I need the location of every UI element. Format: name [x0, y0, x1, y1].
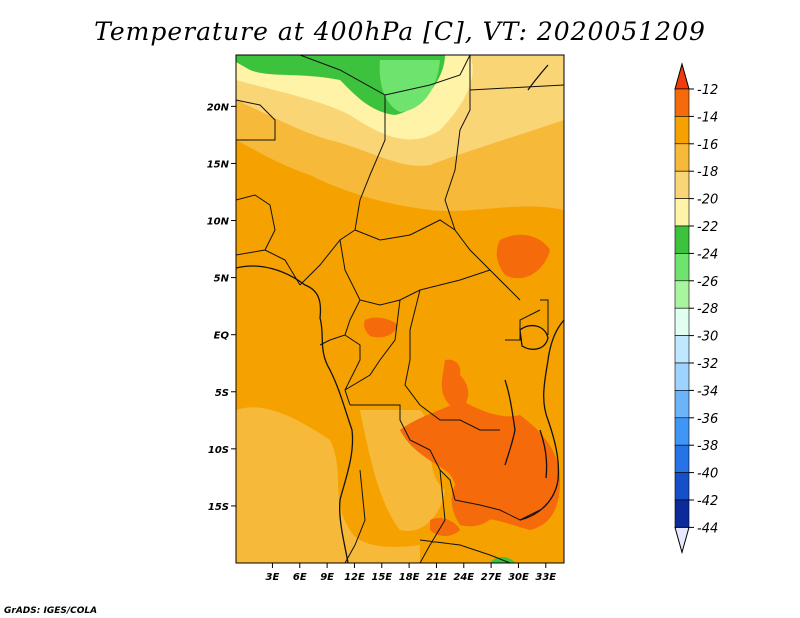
field-region-14-east	[496, 234, 550, 279]
lon-tick-label: 15E	[371, 572, 392, 583]
field-region-16	[236, 407, 420, 563]
colorbar-tick-label: -34	[697, 384, 718, 399]
lon-tick-label: 24E	[453, 572, 474, 583]
colorbar-tick-label: -26	[697, 275, 718, 290]
field-region-14-center	[364, 317, 398, 338]
colorbar-tick-label: -14	[697, 110, 718, 125]
coastline-west-africa	[236, 265, 354, 563]
longitude-axis: 3E 6E 9E 12E 15E 18E 21E 24E 27E 30E 33E	[266, 563, 556, 583]
lake-malawi	[539, 429, 548, 479]
colorbar-swatch	[674, 307, 690, 336]
lat-tick-label: 10N	[207, 217, 230, 228]
lon-tick-label: 27E	[481, 572, 502, 583]
colorbar-tick-label: -38	[697, 439, 718, 454]
lon-tick-label: 6E	[293, 572, 307, 583]
map-frame	[235, 54, 565, 564]
red-sea-coast	[527, 64, 549, 91]
colorbar-tick-label: -42	[697, 494, 718, 509]
field-region-14-south-b	[451, 483, 500, 527]
colorbar-swatch	[674, 362, 690, 391]
colorbar-tick-label: -20	[697, 193, 718, 208]
colorbar-swatch	[674, 417, 690, 446]
colorbar-swatch	[674, 390, 690, 419]
colorbar-swatch	[674, 170, 690, 199]
lat-tick-label: 15N	[207, 159, 230, 170]
colorbar-tick-label: -30	[697, 330, 718, 345]
field-region-north-26	[379, 60, 440, 112]
colorbar-tick-label: -44	[697, 521, 718, 536]
lake-victoria	[519, 324, 549, 350]
colorbar-top-arrow	[674, 62, 690, 90]
colorbar-swatch	[674, 143, 690, 172]
colorbar-swatch	[674, 472, 690, 501]
lon-tick-label: 33E	[535, 572, 556, 583]
lat-tick-label: 5S	[215, 388, 229, 399]
field-region-14-south	[400, 400, 560, 530]
lake-tanganyika	[504, 379, 516, 466]
field-region-14-mid	[441, 359, 469, 410]
field-region-14-sw	[430, 518, 460, 536]
lat-tick-label: 20N	[207, 102, 230, 113]
colorbar-tick-label: -16	[697, 138, 718, 153]
grads-credit: GrADS: IGES/COLA	[4, 606, 97, 616]
lat-tick-label: 10S	[208, 445, 229, 456]
colorbar: -12 -14 -16 -18 -20 -22 -24 -26 -28 -30 -32 -34 -36 -…	[674, 62, 718, 555]
colorbar-tick-label: -28	[697, 302, 718, 317]
colorbar-tick-label: -12	[697, 83, 718, 98]
colorbar-swatch	[674, 198, 690, 227]
lon-tick-label: 12E	[344, 572, 365, 583]
colorbar-swatch	[674, 225, 690, 254]
lon-tick-label: 21E	[426, 572, 447, 583]
country-borders	[236, 55, 564, 563]
colorbar-tick-label: -40	[697, 467, 718, 482]
colorbar-tick-label: -36	[697, 412, 718, 427]
latitude-axis: 20N 15N 10N 5N EQ 5S 10S 15S	[207, 102, 236, 513]
lat-tick-label: EQ	[214, 331, 230, 342]
lon-tick-label: 18E	[399, 572, 420, 583]
colorbar-swatch	[674, 253, 690, 282]
colorbar-tick-label: -24	[697, 247, 718, 262]
coastline-east	[519, 319, 564, 521]
colorbar-swatch	[674, 499, 690, 528]
colorbar-tick-label: -32	[697, 357, 718, 372]
colorbar-tick-label: -22	[697, 220, 718, 235]
colorbar-tick-label: -18	[697, 165, 718, 180]
map-title: Temperature at 400hPa [C], VT: 202005120…	[94, 17, 706, 46]
colorbar-swatch	[674, 88, 690, 117]
colorbar-swatch	[674, 444, 690, 473]
colorbar-swatch	[674, 335, 690, 364]
colorbar-swatch	[674, 280, 690, 309]
lat-tick-label: 5N	[214, 274, 230, 285]
lon-tick-label: 9E	[320, 572, 334, 583]
colorbar-bottom-arrow	[674, 526, 690, 555]
colorbar-swatch	[674, 116, 690, 145]
lat-tick-label: 15S	[208, 502, 229, 513]
lon-tick-label: 30E	[508, 572, 529, 583]
temperature-map	[236, 55, 564, 563]
lon-tick-label: 3E	[266, 572, 280, 583]
